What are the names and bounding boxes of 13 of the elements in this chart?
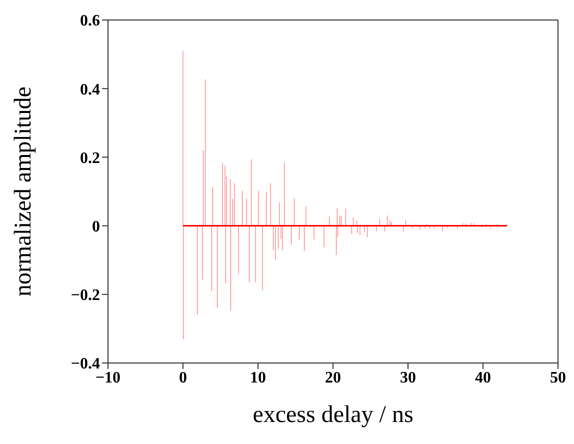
y-tick-label: 0.2: [80, 150, 100, 167]
x-tick-label: 30: [400, 369, 416, 386]
y-axis-title: normalized amplitude: [10, 86, 37, 296]
y-tick-label: 0: [92, 218, 100, 236]
x-tick-label: 50: [550, 369, 566, 386]
x-tick-label: 20: [325, 369, 341, 386]
x-tick-label: 10: [250, 369, 266, 386]
y-tick-label: −0.2: [70, 287, 100, 304]
x-tick-label: 40: [475, 369, 491, 386]
y-tick-label: 0.4: [80, 81, 100, 98]
x-tick-label: 0: [179, 369, 187, 386]
x-axis-title: excess delay / ns: [252, 402, 414, 428]
y-tick-label: 0.6: [80, 12, 100, 30]
